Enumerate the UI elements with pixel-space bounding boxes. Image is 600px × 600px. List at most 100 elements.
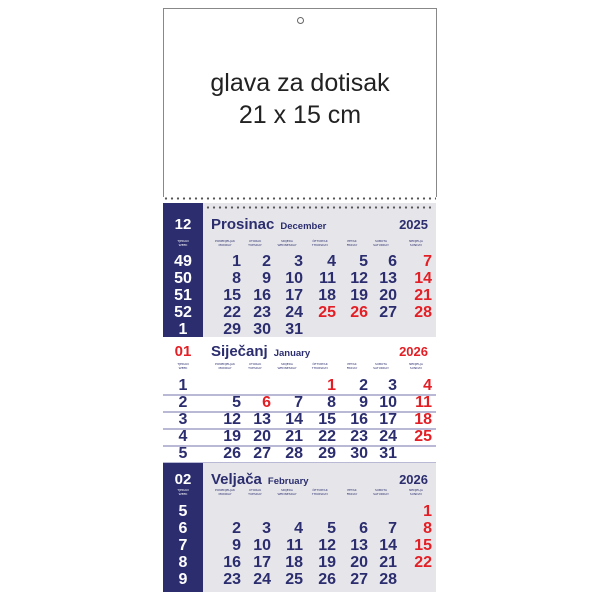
header-text-line2: 21 x 15 cm <box>238 101 362 129</box>
day-cell: 9 <box>262 270 271 287</box>
day-cell: 2 <box>262 253 271 270</box>
day-cell: 16 <box>223 554 241 571</box>
day-cell: 1 <box>232 253 241 270</box>
month-number: 12 <box>174 216 192 233</box>
day-cell: 3 <box>262 520 271 537</box>
weekday-label: UTORAK TUESDAY <box>248 239 262 247</box>
day-cell: 8 <box>423 520 432 537</box>
year: 2025 <box>399 217 428 232</box>
day-cell: 22 <box>223 304 241 321</box>
day-cell: 7 <box>423 253 432 270</box>
week-number: 3 <box>178 411 188 428</box>
month-december: 12 Prosinac December 2025 TJEDAN WEEK PONEDJEL… <box>163 203 436 338</box>
day-cell: 2 <box>359 377 368 394</box>
day-cell: 26 <box>350 304 368 321</box>
spiral-binding <box>163 197 436 200</box>
week-number: 7 <box>178 537 188 554</box>
month-number: 01 <box>174 343 192 360</box>
week-number: 5 <box>178 445 188 462</box>
day-cell: 20 <box>350 554 368 571</box>
day-cell: 28 <box>379 571 397 588</box>
day-cell: 28 <box>285 445 303 462</box>
year: 2026 <box>399 472 428 487</box>
day-cell: 14 <box>379 537 397 554</box>
day-cell: 8 <box>232 270 241 287</box>
weekday-label: PETAK FRIDAY <box>346 362 358 370</box>
week-number: 9 <box>178 571 188 588</box>
day-cell: 23 <box>253 304 271 321</box>
day-cell: 5 <box>359 253 368 270</box>
day-cell: 4 <box>294 520 303 537</box>
month-name-en: January <box>273 348 311 359</box>
week-column <box>163 463 203 592</box>
day-cell: 4 <box>327 253 336 270</box>
day-cell: 15 <box>414 537 432 554</box>
weekday-label: PETAK FRIDAY <box>346 239 358 247</box>
day-cell: 10 <box>253 537 271 554</box>
day-cell: 26 <box>318 571 336 588</box>
day-cell: 12 <box>223 411 241 428</box>
week-number: 1 <box>178 377 188 394</box>
week-row: 52 22 23 24 25 26 27 28 <box>163 304 436 321</box>
weekday-label: SRIJEDA WEDNESDAY <box>277 362 297 370</box>
day-cell: 9 <box>359 394 368 411</box>
day-cell: 27 <box>379 304 397 321</box>
day-cell: 22 <box>318 428 336 445</box>
week-number: 4 <box>178 428 188 445</box>
year: 2026 <box>399 344 428 359</box>
day-cell: 21 <box>379 554 397 571</box>
week-row: 8 16 17 18 19 20 21 22 <box>163 554 436 571</box>
month-february: 02 Veljača February 2026 TJEDAN WEEK PONEDJELJ… <box>163 463 436 592</box>
day-cell: 18 <box>318 287 336 304</box>
header-text-line1: glava za dotisak <box>210 69 390 97</box>
week-number: 5 <box>178 503 188 520</box>
day-cell: 8 <box>327 394 336 411</box>
day-cell: 4 <box>423 377 432 394</box>
day-cell: 24 <box>253 571 271 588</box>
day-cell: 6 <box>262 394 271 411</box>
day-cell: 12 <box>350 270 368 287</box>
day-cell: 1 <box>327 377 336 394</box>
day-cell: 21 <box>285 428 303 445</box>
day-cell: 3 <box>294 253 303 270</box>
day-cell: 18 <box>414 411 432 428</box>
weekday-label: PONEDJELJAK MONDAY <box>215 239 235 247</box>
day-cell: 23 <box>223 571 241 588</box>
day-cell: 3 <box>388 377 397 394</box>
week-row: 51 15 16 17 18 19 20 21 <box>163 287 436 304</box>
weekday-label: PETAK FRIDAY <box>346 488 358 496</box>
day-cell: 16 <box>253 287 271 304</box>
day-cell: 11 <box>415 394 432 411</box>
day-cell: 20 <box>253 428 271 445</box>
day-cell: 27 <box>253 445 271 462</box>
day-cell: 14 <box>414 270 432 287</box>
day-cell: 12 <box>318 537 336 554</box>
weekday-label: SUBOTA SATURDAY <box>373 239 389 247</box>
weekday-label: PONEDJELJAK MONDAY <box>215 362 235 370</box>
week-row: 9 23 24 25 26 27 28 <box>163 571 436 588</box>
day-cell: 29 <box>223 321 241 338</box>
day-cell: 13 <box>379 270 397 287</box>
day-cell: 31 <box>379 445 397 462</box>
day-cell: 29 <box>318 445 336 462</box>
day-cell: 7 <box>294 394 303 411</box>
week-row: 3 12 13 14 15 16 17 18 <box>163 411 436 430</box>
day-cell: 30 <box>350 445 368 462</box>
day-cell: 31 <box>285 321 303 338</box>
weekday-label: UTORAK TUESDAY <box>248 488 262 496</box>
day-cell: 20 <box>379 287 397 304</box>
week-row: 1 29 30 31 <box>163 321 436 338</box>
week-row: 5 26 27 28 29 30 31 <box>163 445 436 464</box>
weekday-label: SUBOTA SATURDAY <box>373 488 389 496</box>
month-number: 02 <box>174 471 192 488</box>
month-name-en: February <box>267 476 309 487</box>
day-cell: 6 <box>388 253 397 270</box>
month-name-hr: Veljača <box>211 471 262 488</box>
week-number: 50 <box>174 270 192 287</box>
day-cell: 28 <box>414 304 432 321</box>
day-cell: 11 <box>319 270 336 287</box>
day-cell: 24 <box>285 304 303 321</box>
day-cell: 10 <box>285 270 303 287</box>
day-cell: 17 <box>379 411 397 428</box>
day-cell: 17 <box>285 287 303 304</box>
